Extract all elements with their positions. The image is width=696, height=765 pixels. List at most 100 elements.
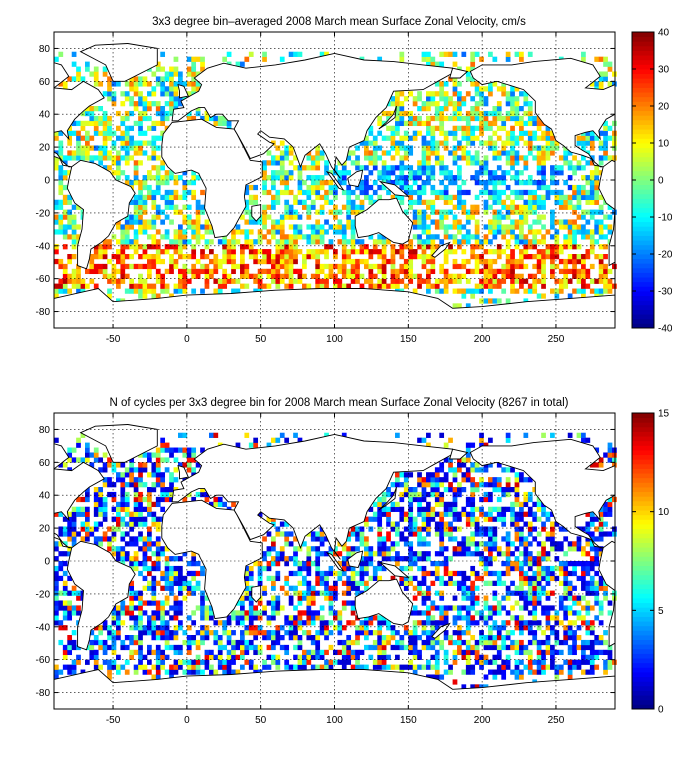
heatmap-bin xyxy=(98,115,104,122)
heatmap-bin xyxy=(377,620,383,626)
heatmap-bin xyxy=(377,254,383,260)
heatmap-bin xyxy=(470,536,476,542)
heatmap-bin xyxy=(178,590,183,596)
heatmap-bin xyxy=(191,189,197,196)
heatmap-bin xyxy=(483,224,489,230)
heatmap-bin xyxy=(399,580,405,586)
heatmap-bin xyxy=(262,204,267,210)
heatmap-bin xyxy=(492,639,498,646)
heatmap-bin xyxy=(439,96,445,102)
heatmap-bin xyxy=(598,268,604,275)
heatmap-bin xyxy=(133,565,139,572)
heatmap-bin xyxy=(195,209,201,215)
heatmap-bin xyxy=(164,288,170,294)
heatmap-bin xyxy=(111,526,117,532)
heatmap-bin xyxy=(443,140,449,146)
heatmap-bin xyxy=(85,106,90,112)
heatmap-bin xyxy=(470,175,476,181)
heatmap-bin xyxy=(390,125,396,131)
heatmap-bin xyxy=(443,556,449,562)
heatmap-bin xyxy=(85,447,90,453)
heatmap-bin xyxy=(231,239,236,245)
heatmap-bin xyxy=(279,214,285,220)
x-tick-label: 200 xyxy=(474,334,491,345)
heatmap-bin xyxy=(284,239,290,245)
heatmap-bin xyxy=(253,644,259,651)
heatmap-bin xyxy=(222,234,228,240)
heatmap-bin xyxy=(364,565,369,572)
heatmap-bin xyxy=(483,541,489,547)
heatmap-bin xyxy=(116,546,121,552)
heatmap-bin xyxy=(138,224,143,230)
heatmap-bin xyxy=(501,536,507,542)
heatmap-bin xyxy=(93,536,99,542)
heatmap-bin xyxy=(116,258,121,265)
heatmap-bin xyxy=(333,570,338,577)
heatmap-bin xyxy=(341,239,347,245)
heatmap-bin xyxy=(120,516,126,522)
heatmap-bin xyxy=(164,86,170,92)
heatmap-bin xyxy=(284,437,290,443)
heatmap-bin xyxy=(120,140,126,146)
heatmap-bin xyxy=(439,620,445,626)
heatmap-bin xyxy=(359,649,365,656)
heatmap-bin xyxy=(213,654,219,660)
heatmap-bin xyxy=(248,585,254,591)
heatmap-bin xyxy=(186,452,192,458)
heatmap-bin xyxy=(62,531,68,537)
heatmap-bin xyxy=(71,541,77,547)
heatmap-bin xyxy=(244,585,250,591)
heatmap-bin xyxy=(492,115,498,122)
heatmap-bin xyxy=(67,635,73,641)
heatmap-bin xyxy=(421,541,427,547)
heatmap-bin xyxy=(421,620,427,626)
heatmap-bin xyxy=(581,234,586,240)
heatmap-bin xyxy=(514,110,520,117)
heatmap-bin xyxy=(284,283,290,289)
heatmap-bin xyxy=(519,477,524,483)
heatmap-bin xyxy=(337,659,343,665)
heatmap-bin xyxy=(178,565,183,572)
heatmap-bin xyxy=(563,224,569,230)
heatmap-bin xyxy=(514,96,520,102)
heatmap-bin xyxy=(492,145,498,151)
heatmap-bin xyxy=(266,150,272,156)
heatmap-bin xyxy=(155,635,161,641)
heatmap-bin xyxy=(138,184,143,191)
heatmap-bin xyxy=(465,516,471,522)
heatmap-bin xyxy=(129,516,135,522)
heatmap-bin xyxy=(302,258,307,265)
heatmap-bin xyxy=(452,130,458,136)
heatmap-bin xyxy=(244,283,250,289)
heatmap-bin xyxy=(514,51,520,57)
heatmap-bin xyxy=(439,81,445,87)
heatmap-bin xyxy=(222,659,228,665)
heatmap-bin xyxy=(138,180,143,186)
heatmap-bin xyxy=(510,160,515,166)
colorbar-segment xyxy=(632,143,654,149)
heatmap-bin xyxy=(527,115,533,122)
heatmap-bin xyxy=(346,635,352,641)
heatmap-bin xyxy=(58,155,64,161)
heatmap-bin xyxy=(271,263,276,270)
heatmap-bin xyxy=(85,155,90,161)
heatmap-bin xyxy=(133,283,139,289)
heatmap-bin xyxy=(390,273,396,279)
heatmap-bin xyxy=(417,130,422,136)
heatmap-bin xyxy=(465,605,471,611)
heatmap-bin xyxy=(417,664,422,670)
heatmap-bin xyxy=(142,278,148,284)
heatmap-bin xyxy=(403,516,409,522)
heatmap-bin xyxy=(461,155,467,161)
heatmap-bin xyxy=(111,482,117,488)
heatmap-bin xyxy=(532,263,538,270)
heatmap-bin xyxy=(151,462,157,468)
heatmap-bin xyxy=(417,482,422,488)
heatmap-bin xyxy=(536,595,542,601)
heatmap-bin xyxy=(430,145,436,151)
heatmap-bin xyxy=(315,229,321,235)
heatmap-bin xyxy=(200,630,205,636)
heatmap-bin xyxy=(129,561,135,567)
heatmap-bin xyxy=(576,199,582,205)
heatmap-bin xyxy=(408,496,414,503)
